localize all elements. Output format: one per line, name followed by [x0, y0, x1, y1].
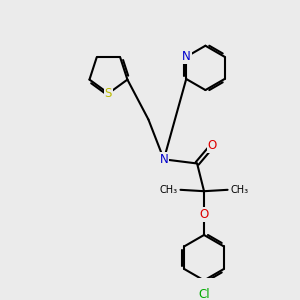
- Text: O: O: [208, 139, 217, 152]
- Text: N: N: [160, 153, 168, 166]
- Text: CH₃: CH₃: [159, 185, 177, 195]
- Text: N: N: [182, 50, 190, 63]
- Text: Cl: Cl: [198, 288, 210, 300]
- Text: S: S: [105, 87, 112, 100]
- Text: CH₃: CH₃: [231, 185, 249, 195]
- Text: O: O: [200, 208, 209, 221]
